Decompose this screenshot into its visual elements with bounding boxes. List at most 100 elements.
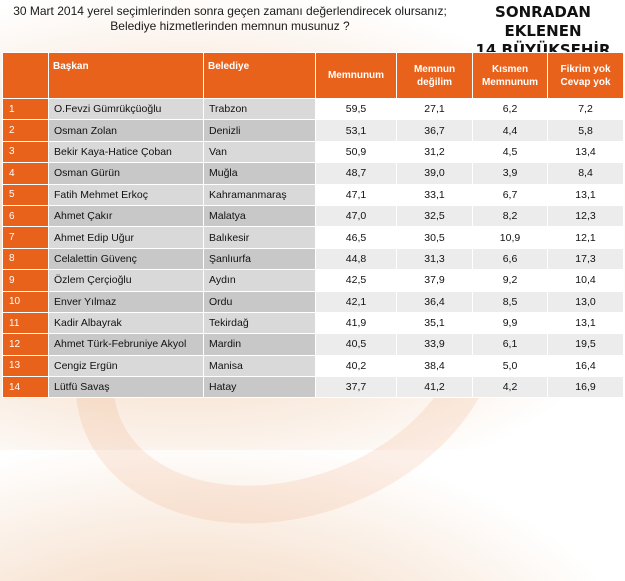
row-number: 8 bbox=[2, 247, 49, 271]
row-number: 2 bbox=[2, 119, 49, 142]
memnun-degilim-value: 33,9 bbox=[396, 333, 473, 356]
header-memnunum: Memnunum bbox=[315, 52, 397, 99]
table-row: 10 Enver Yılmaz Ordu 42,1 36,4 8,5 13,0 bbox=[2, 290, 624, 313]
memnun-degilim-value: 41,2 bbox=[396, 376, 473, 399]
question-line-2: Belediye hizmetlerinden memnun musunuz ? bbox=[110, 19, 350, 33]
kismen-value: 9,9 bbox=[472, 311, 548, 335]
municipality: Balıkesir bbox=[203, 226, 316, 249]
fikrim-yok-value: 16,4 bbox=[547, 354, 624, 378]
municipality: Tekirdağ bbox=[203, 311, 316, 335]
memnunum-value: 42,1 bbox=[315, 290, 397, 313]
municipality: Hatay bbox=[203, 376, 316, 399]
memnunum-value: 44,8 bbox=[315, 247, 397, 271]
municipality: Mardin bbox=[203, 333, 316, 356]
municipality: Muğla bbox=[203, 162, 316, 185]
memnun-degilim-value: 35,1 bbox=[396, 311, 473, 335]
table-row: 7 Ahmet Edip Uğur Balıkesir 46,5 30,5 10,9 12,… bbox=[2, 226, 624, 249]
question-line-1: 30 Mart 2014 yerel seçimlerinden sonra g… bbox=[13, 4, 447, 18]
header-index bbox=[2, 52, 49, 99]
memnunum-value: 47,1 bbox=[315, 183, 397, 206]
row-number: 9 bbox=[2, 269, 49, 292]
row-number: 5 bbox=[2, 183, 49, 206]
fikrim-yok-value: 13,1 bbox=[547, 183, 624, 206]
row-number: 7 bbox=[2, 226, 49, 249]
municipality: Malatya bbox=[203, 204, 316, 228]
memnunum-value: 53,1 bbox=[315, 119, 397, 142]
municipality: Aydın bbox=[203, 269, 316, 292]
mayor-name: Kadir Albayrak bbox=[48, 311, 204, 335]
kismen-value: 4,4 bbox=[472, 119, 548, 142]
fikrim-yok-value: 16,9 bbox=[547, 376, 624, 399]
fikrim-yok-value: 12,1 bbox=[547, 226, 624, 249]
mayor-name: Ahmet Edip Uğur bbox=[48, 226, 204, 249]
row-number: 10 bbox=[2, 290, 49, 313]
fikrim-yok-value: 12,3 bbox=[547, 204, 624, 228]
page-header: 30 Mart 2014 yerel seçimlerinden sonra g… bbox=[0, 0, 625, 59]
fikrim-yok-value: 10,4 bbox=[547, 269, 624, 292]
table-header-row: Başkan Belediye Memnunum Memnun değilim … bbox=[2, 52, 624, 99]
memnun-degilim-value: 38,4 bbox=[396, 354, 473, 378]
header-memnun-degilim: Memnun değilim bbox=[396, 52, 473, 99]
memnun-degilim-value: 33,1 bbox=[396, 183, 473, 206]
fikrim-yok-value: 13,1 bbox=[547, 311, 624, 335]
municipality: Trabzon bbox=[203, 97, 316, 121]
memnunum-value: 47,0 bbox=[315, 204, 397, 228]
table-row: 8 Celalettin Güvenç Şanlıurfa 44,8 31,3 6,6 17… bbox=[2, 247, 624, 271]
header-baskan: Başkan bbox=[48, 52, 204, 99]
header-belediye: Belediye bbox=[203, 52, 316, 99]
memnun-degilim-value: 36,4 bbox=[396, 290, 473, 313]
municipality: Denizli bbox=[203, 119, 316, 142]
fikrim-yok-value: 7,2 bbox=[547, 97, 624, 121]
memnunum-value: 46,5 bbox=[315, 226, 397, 249]
kismen-value: 3,9 bbox=[472, 162, 548, 185]
memnun-degilim-value: 32,5 bbox=[396, 204, 473, 228]
mayor-name: Celalettin Güvenç bbox=[48, 247, 204, 271]
memnunum-value: 41,9 bbox=[315, 311, 397, 335]
header-fikrim-yok: Fikrim yok Cevap yok bbox=[547, 52, 624, 99]
municipality: Kahramanmaraş bbox=[203, 183, 316, 206]
mayor-name: Ahmet Çakır bbox=[48, 204, 204, 228]
municipality: Manisa bbox=[203, 354, 316, 378]
mayor-name: Osman Zolan bbox=[48, 119, 204, 142]
table-row: 14 Lütfü Savaş Hatay 37,7 41,2 4,2 16,9 bbox=[2, 376, 624, 399]
row-number: 4 bbox=[2, 162, 49, 185]
memnunum-value: 42,5 bbox=[315, 269, 397, 292]
municipality: Ordu bbox=[203, 290, 316, 313]
table-row: 3 Bekir Kaya-Hatice Çoban Van 50,9 31,2 4,5 13… bbox=[2, 140, 624, 164]
row-number: 6 bbox=[2, 204, 49, 228]
mayor-name: Osman Gürün bbox=[48, 162, 204, 185]
table-row: 2 Osman Zolan Denizli 53,1 36,7 4,4 5,8 bbox=[2, 119, 624, 142]
table-row: 6 Ahmet Çakır Malatya 47,0 32,5 8,2 12,3 bbox=[2, 204, 624, 228]
mayor-name: O.Fevzi Gümrükçüoğlu bbox=[48, 97, 204, 121]
memnunum-value: 50,9 bbox=[315, 140, 397, 164]
memnun-degilim-value: 37,9 bbox=[396, 269, 473, 292]
survey-question: 30 Mart 2014 yerel seçimlerinden sonra g… bbox=[6, 4, 454, 34]
badge-line-1: SONRADAN EKLENEN bbox=[495, 3, 591, 40]
table-row: 12 Ahmet Türk-Februniye Akyol Mardin 40,5 33… bbox=[2, 333, 624, 356]
kismen-value: 8,5 bbox=[472, 290, 548, 313]
memnunum-value: 48,7 bbox=[315, 162, 397, 185]
memnunum-value: 59,5 bbox=[315, 97, 397, 121]
mayor-name: Fatih Mehmet Erkoç bbox=[48, 183, 204, 206]
mayor-name: Enver Yılmaz bbox=[48, 290, 204, 313]
kismen-value: 10,9 bbox=[472, 226, 548, 249]
fikrim-yok-value: 19,5 bbox=[547, 333, 624, 356]
mayor-name: Lütfü Savaş bbox=[48, 376, 204, 399]
kismen-value: 9,2 bbox=[472, 269, 548, 292]
kismen-value: 6,2 bbox=[472, 97, 548, 121]
kismen-value: 6,1 bbox=[472, 333, 548, 356]
table-row: 11 Kadir Albayrak Tekirdağ 41,9 35,1 9,9 13,1 bbox=[2, 311, 624, 335]
results-table: Başkan Belediye Memnunum Memnun değilim … bbox=[2, 52, 624, 399]
memnunum-value: 37,7 bbox=[315, 376, 397, 399]
memnun-degilim-value: 39,0 bbox=[396, 162, 473, 185]
fikrim-yok-value: 17,3 bbox=[547, 247, 624, 271]
mayor-name: Ahmet Türk-Februniye Akyol bbox=[48, 333, 204, 356]
row-number: 12 bbox=[2, 333, 49, 356]
row-number: 13 bbox=[2, 354, 49, 378]
memnun-degilim-value: 36,7 bbox=[396, 119, 473, 142]
memnun-degilim-value: 30,5 bbox=[396, 226, 473, 249]
mayor-name: Cengiz Ergün bbox=[48, 354, 204, 378]
row-number: 3 bbox=[2, 140, 49, 164]
memnun-degilim-value: 31,2 bbox=[396, 140, 473, 164]
row-number: 1 bbox=[2, 97, 49, 121]
